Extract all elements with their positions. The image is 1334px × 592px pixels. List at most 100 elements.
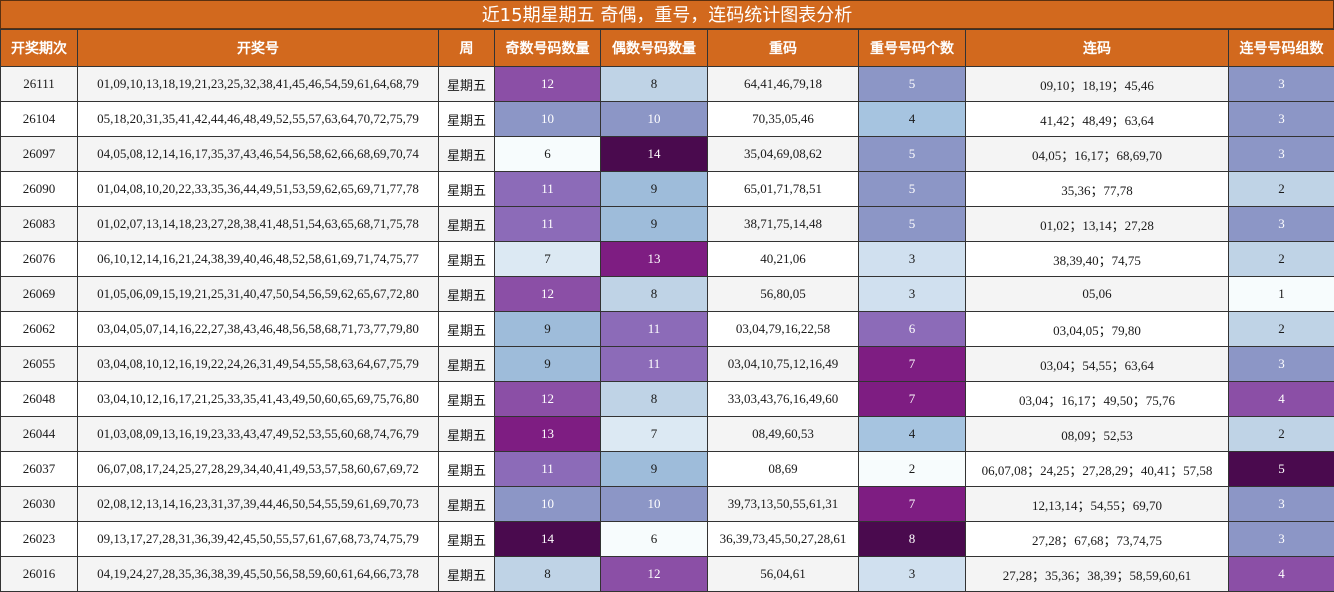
consec-groups-cell: 3 (1228, 346, 1334, 382)
consec-groups-cell: 3 (1228, 66, 1334, 102)
numbers-cell: 06,07,08,17,24,25,27,28,29,34,40,41,49,5… (77, 451, 439, 487)
issue-cell: 26030 (0, 486, 78, 522)
table-row: 26023 09,13,17,27,28,31,36,39,42,45,50,55… (0, 521, 1334, 557)
numbers-cell: 05,18,20,31,35,41,42,44,46,48,49,52,55,5… (77, 101, 439, 137)
consecutive-cell: 12,13,14；54,55；69,70 (965, 486, 1229, 522)
numbers-cell: 01,09,10,13,18,19,21,23,25,32,38,41,45,4… (77, 66, 439, 102)
consec-groups-cell: 2 (1228, 311, 1334, 347)
repeat-count-cell: 2 (858, 451, 966, 487)
repeat-count-cell: 5 (858, 206, 966, 242)
table-row: 26076 06,10,12,14,16,21,24,38,39,40,46,48… (0, 241, 1334, 277)
consec-groups-cell: 2 (1228, 241, 1334, 277)
week-cell: 星期五 (438, 171, 495, 207)
repeat-count-cell: 7 (858, 486, 966, 522)
issue-cell: 26044 (0, 416, 78, 452)
repeat-cell: 64,41,46,79,18 (707, 66, 859, 102)
consec-groups-cell: 3 (1228, 101, 1334, 137)
issue-cell: 26048 (0, 381, 78, 417)
repeat-cell: 33,03,43,76,16,49,60 (707, 381, 859, 417)
consecutive-cell: 03,04；54,55；63,64 (965, 346, 1229, 382)
table-row: 26083 01,02,07,13,14,18,23,27,28,38,41,48… (0, 206, 1334, 242)
issue-cell: 26037 (0, 451, 78, 487)
consec-groups-cell: 3 (1228, 136, 1334, 172)
header-repeat: 重码 (707, 29, 859, 67)
repeat-cell: 40,21,06 (707, 241, 859, 277)
consecutive-cell: 41,42；48,49；63,64 (965, 101, 1229, 137)
odd-count-cell: 10 (494, 101, 601, 137)
even-count-cell: 14 (600, 136, 708, 172)
consecutive-cell: 27,28；67,68；73,74,75 (965, 521, 1229, 557)
even-count-cell: 8 (600, 66, 708, 102)
table-row: 26030 02,08,12,13,14,16,23,31,37,39,44,46… (0, 486, 1334, 522)
table-row: 26111 01,09,10,13,18,19,21,23,25,32,38,41… (0, 66, 1334, 102)
week-cell: 星期五 (438, 136, 495, 172)
consecutive-cell: 01,02；13,14；27,28 (965, 206, 1229, 242)
week-cell: 星期五 (438, 346, 495, 382)
week-cell: 星期五 (438, 451, 495, 487)
consecutive-cell: 05,06 (965, 276, 1229, 312)
consec-groups-cell: 3 (1228, 206, 1334, 242)
repeat-cell: 39,73,13,50,55,61,31 (707, 486, 859, 522)
consecutive-cell: 03,04,05；79,80 (965, 311, 1229, 347)
week-cell: 星期五 (438, 276, 495, 312)
issue-cell: 26069 (0, 276, 78, 312)
issue-cell: 26055 (0, 346, 78, 382)
repeat-cell: 38,71,75,14,48 (707, 206, 859, 242)
repeat-count-cell: 6 (858, 311, 966, 347)
issue-cell: 26023 (0, 521, 78, 557)
week-cell: 星期五 (438, 66, 495, 102)
even-count-cell: 9 (600, 206, 708, 242)
repeat-cell: 70,35,05,46 (707, 101, 859, 137)
issue-cell: 26090 (0, 171, 78, 207)
table-row: 26090 01,04,08,10,20,22,33,35,36,44,49,51… (0, 171, 1334, 207)
consecutive-cell: 38,39,40；74,75 (965, 241, 1229, 277)
odd-count-cell: 7 (494, 241, 601, 277)
even-count-cell: 10 (600, 101, 708, 137)
statistics-table: 开奖期次 开奖号 周 奇数号码数量 偶数号码数量 重码 重号号码个数 连码 连号… (0, 29, 1334, 592)
numbers-cell: 04,19,24,27,28,35,36,38,39,45,50,56,58,5… (77, 556, 439, 592)
repeat-count-cell: 3 (858, 276, 966, 312)
consecutive-cell: 27,28；35,36；38,39；58,59,60,61 (965, 556, 1229, 592)
numbers-cell: 01,02,07,13,14,18,23,27,28,38,41,48,51,5… (77, 206, 439, 242)
consecutive-cell: 04,05；16,17；68,69,70 (965, 136, 1229, 172)
header-repeat-count: 重号号码个数 (858, 29, 966, 67)
table-row: 26097 04,05,08,12,14,16,17,35,37,43,46,54… (0, 136, 1334, 172)
consec-groups-cell: 3 (1228, 521, 1334, 557)
repeat-count-cell: 5 (858, 136, 966, 172)
consec-groups-cell: 4 (1228, 556, 1334, 592)
repeat-count-cell: 7 (858, 381, 966, 417)
issue-cell: 26097 (0, 136, 78, 172)
numbers-cell: 09,13,17,27,28,31,36,39,42,45,50,55,57,6… (77, 521, 439, 557)
numbers-cell: 02,08,12,13,14,16,23,31,37,39,44,46,50,5… (77, 486, 439, 522)
header-consec-groups: 连号号码组数 (1228, 29, 1334, 67)
header-week: 周 (438, 29, 495, 67)
numbers-cell: 03,04,05,07,14,16,22,27,38,43,46,48,56,5… (77, 311, 439, 347)
odd-count-cell: 13 (494, 416, 601, 452)
numbers-cell: 03,04,10,12,16,17,21,25,33,35,41,43,49,5… (77, 381, 439, 417)
even-count-cell: 9 (600, 451, 708, 487)
repeat-count-cell: 7 (858, 346, 966, 382)
numbers-cell: 01,04,08,10,20,22,33,35,36,44,49,51,53,5… (77, 171, 439, 207)
odd-count-cell: 11 (494, 171, 601, 207)
week-cell: 星期五 (438, 241, 495, 277)
numbers-cell: 01,05,06,09,15,19,21,25,31,40,47,50,54,5… (77, 276, 439, 312)
consecutive-cell: 09,10；18,19；45,46 (965, 66, 1229, 102)
even-count-cell: 9 (600, 171, 708, 207)
table-title: 近15期星期五 奇偶，重号，连码统计图表分析 (0, 0, 1334, 29)
issue-cell: 26016 (0, 556, 78, 592)
repeat-count-cell: 5 (858, 66, 966, 102)
odd-count-cell: 8 (494, 556, 601, 592)
repeat-cell: 56,80,05 (707, 276, 859, 312)
issue-cell: 26104 (0, 101, 78, 137)
even-count-cell: 11 (600, 311, 708, 347)
repeat-count-cell: 4 (858, 101, 966, 137)
repeat-count-cell: 5 (858, 171, 966, 207)
even-count-cell: 12 (600, 556, 708, 592)
odd-count-cell: 10 (494, 486, 601, 522)
odd-count-cell: 9 (494, 346, 601, 382)
odd-count-cell: 6 (494, 136, 601, 172)
table-body: 26111 01,09,10,13,18,19,21,23,25,32,38,41… (0, 66, 1334, 592)
week-cell: 星期五 (438, 311, 495, 347)
header-row: 开奖期次 开奖号 周 奇数号码数量 偶数号码数量 重码 重号号码个数 连码 连号… (0, 29, 1334, 67)
numbers-cell: 04,05,08,12,14,16,17,35,37,43,46,54,56,5… (77, 136, 439, 172)
